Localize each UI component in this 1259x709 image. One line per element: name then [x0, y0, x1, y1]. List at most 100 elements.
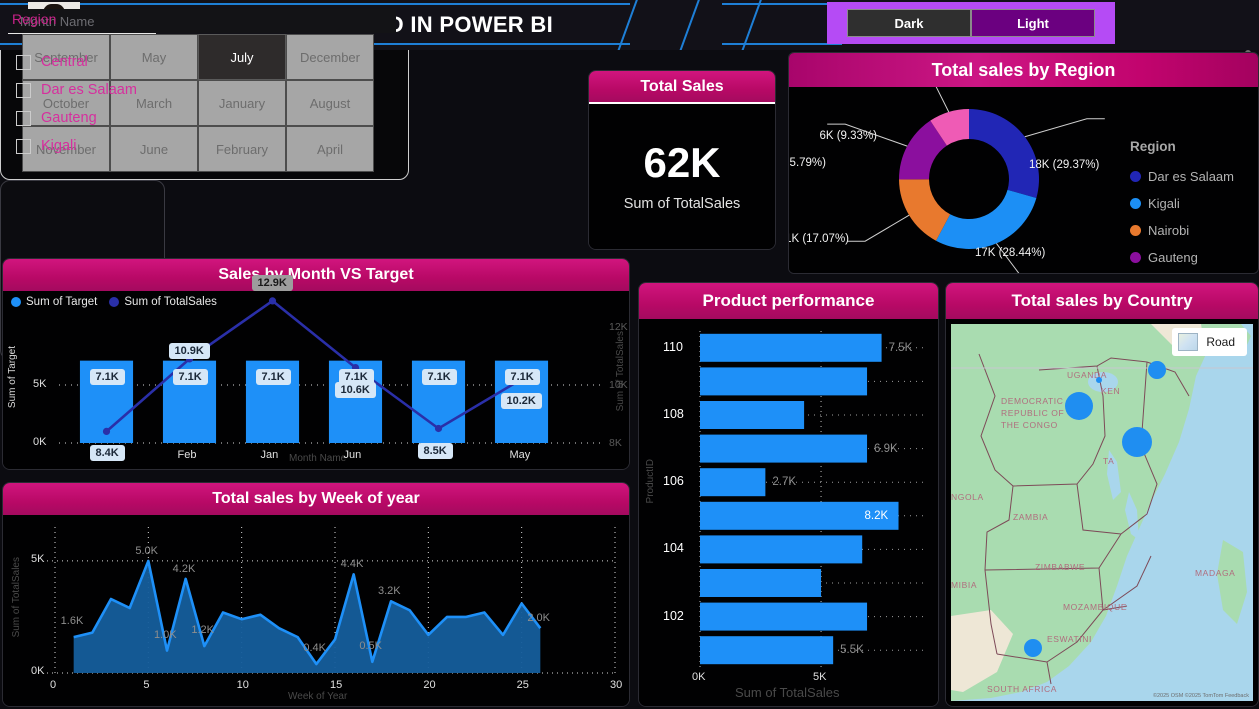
month-cell-march[interactable]: March: [110, 80, 198, 126]
combo-x-tick-Jun: Jun: [343, 449, 362, 461]
area-point-label-1-0K: 1.0K: [154, 628, 177, 641]
area-x-tick-25: 25: [516, 679, 529, 691]
map-layer-label: Road: [1206, 335, 1235, 349]
region-item-gauteng[interactable]: Gauteng: [16, 104, 156, 132]
region-checkbox[interactable]: [16, 138, 31, 154]
map-bubble-gauteng[interactable]: [1023, 638, 1043, 658]
region-item-central[interactable]: Central: [16, 48, 156, 76]
total-sales-by-region-panel: Total sales by Region 18K (29.37%) 17K (2…: [788, 52, 1259, 274]
total-sales-card-title: Total Sales: [589, 71, 775, 104]
map-geography-svg: [951, 324, 1253, 701]
legend-color-dot: [1130, 198, 1141, 209]
area-point-label-2-0K: 2.0K: [527, 612, 550, 625]
region-item-label: Kigali: [41, 138, 77, 154]
month-cell-may[interactable]: May: [110, 34, 198, 80]
combo-y2-tick-10K: 10K: [609, 379, 628, 391]
month-slicer-title: Month Name: [14, 9, 396, 33]
map-bubble-nairobi[interactable]: [1148, 361, 1166, 379]
map-label-zimbabwe: ZIMBABWE: [1035, 562, 1086, 572]
month-button-grid: September May July December October March Janu…: [22, 34, 374, 172]
donut-legend: Region Dar es Salaam Kigali Nairobi Gauteng…: [1130, 139, 1248, 273]
product-bar-label-110: 7.5K: [888, 341, 913, 354]
total-sales-by-country-panel: Total sales by Country SOMALUGANDAKENDEM…: [945, 282, 1259, 707]
month-cell-december[interactable]: December: [286, 34, 374, 80]
product-x-tick-0K: 0K: [692, 671, 706, 683]
map-label-madaga: MADAGA: [1195, 568, 1236, 578]
legend-item-kigali[interactable]: Kigali: [1130, 190, 1248, 217]
combo-legend-item-1[interactable]: Sum of TotalSales: [109, 296, 217, 308]
month-cell-september[interactable]: September: [22, 34, 110, 80]
map-credit: ©2025 OSM ©2025 TomTom Feedback: [1152, 693, 1249, 699]
month-cell-august[interactable]: August: [286, 80, 374, 126]
target-bar-label-3: 7.1K: [338, 368, 374, 385]
theme-toggle-group: Dark Light: [827, 2, 1115, 44]
month-cell-february[interactable]: February: [198, 126, 286, 172]
map-label-the-congo: THE CONGO: [1001, 420, 1058, 430]
region-item-kigali[interactable]: Kigali: [16, 132, 156, 160]
totalsales-point-label-0: 8.4K: [89, 445, 125, 462]
header-accent-line-bottom-right: [722, 43, 842, 45]
month-cell-january[interactable]: January: [198, 80, 286, 126]
legend-item-nairobi[interactable]: Nairobi: [1130, 217, 1248, 244]
area-point-label-5-0K: 5.0K: [135, 544, 158, 557]
region-checkbox[interactable]: [16, 110, 31, 126]
combo-y-tick-0K: 0K: [33, 436, 47, 448]
combo-legend-item-0[interactable]: Sum of Target: [11, 296, 97, 308]
donut-chart-svg[interactable]: [819, 87, 1119, 273]
region-slicer-title: Region: [12, 11, 57, 27]
legend-item-gauteng[interactable]: Gauteng: [1130, 244, 1248, 271]
theme-light-button[interactable]: Light: [971, 9, 1095, 37]
month-name-slicer[interactable]: Month Name September May July December Octob…: [0, 0, 409, 180]
legend-item-label: Dar es Salaam: [1148, 169, 1234, 184]
combo-x-tick-Jan: Jan: [260, 449, 279, 461]
month-cell-june[interactable]: June: [110, 126, 198, 172]
legend-color-dot: [1130, 252, 1141, 263]
target-bar-label-5: 7.1K: [504, 368, 540, 385]
area-point-label-1-2K: 1.2K: [191, 624, 214, 637]
month-cell-july[interactable]: July: [198, 34, 286, 80]
product-bar-label-101: 5.5K: [840, 644, 864, 657]
month-cell-october[interactable]: October: [22, 80, 110, 126]
area-chart-svg[interactable]: [3, 515, 630, 706]
area-y-tick-5K: 5K: [31, 552, 45, 565]
map-bubble-kigali[interactable]: [1064, 391, 1094, 421]
map-label-eswatini: ESWATINI: [1047, 634, 1092, 644]
target-bar-label-1: 7.1K: [172, 368, 208, 385]
area-x-tick-0: 0: [50, 679, 57, 691]
product-y-tick-110: 110: [663, 339, 683, 354]
combo-x-axis-title: Month Name: [289, 453, 347, 464]
theme-dark-button[interactable]: Dark: [847, 9, 971, 37]
product-y-tick-104: 104: [663, 541, 684, 556]
donut-label-dar-es-salaam: 18K (29.37%): [1029, 159, 1100, 171]
area-point-label-4-4K: 4.4K: [340, 558, 364, 571]
map-bubble-dar-es-salaam[interactable]: [1121, 426, 1153, 458]
combo-y-tick-5K: 5K: [33, 378, 47, 390]
legend-item-dar-es-salaam[interactable]: Dar es Salaam: [1130, 163, 1248, 190]
donut-label-gauteng: 10K (15.79%): [789, 157, 826, 169]
product-bar-label-107: 6.9K: [874, 442, 898, 455]
product-chart-svg[interactable]: [639, 319, 939, 706]
combo-legend-label: Sum of TotalSales: [124, 296, 217, 308]
area-y-tick-0K: 0K: [31, 665, 45, 677]
legend-item-label: Kigali: [1148, 196, 1180, 211]
month-cell-april[interactable]: April: [286, 126, 374, 172]
region-checkbox[interactable]: [16, 54, 31, 70]
header-diagonal-accent-2: [676, 0, 702, 50]
area-x-tick-5: 5: [143, 679, 150, 691]
product-bar-label-105: 8.2K: [864, 509, 889, 522]
map-bubble-kampala[interactable]: [1095, 376, 1103, 384]
map-layer-selector[interactable]: Road: [1172, 328, 1247, 356]
product-performance-title: Product performance: [639, 283, 938, 319]
region-checkbox[interactable]: [16, 82, 31, 98]
legend-item-central[interactable]: Central: [1130, 271, 1248, 273]
product-chart-body: ProductID Sum of TotalSales 7.5K 6.9K 2.7K…: [639, 319, 938, 706]
totalsales-point-label-5: 10.2K: [500, 393, 542, 410]
month-cell-november[interactable]: November: [22, 126, 110, 172]
total-sales-by-country-title: Total sales by Country: [946, 283, 1258, 319]
region-item-dar-es-salaam[interactable]: Dar es Salaam: [16, 76, 156, 104]
map-label-ken: KEN: [1101, 386, 1121, 396]
product-y-tick-108: 108: [663, 407, 684, 421]
donut-legend-items: Dar es Salaam Kigali Nairobi Gauteng Central: [1130, 163, 1248, 273]
